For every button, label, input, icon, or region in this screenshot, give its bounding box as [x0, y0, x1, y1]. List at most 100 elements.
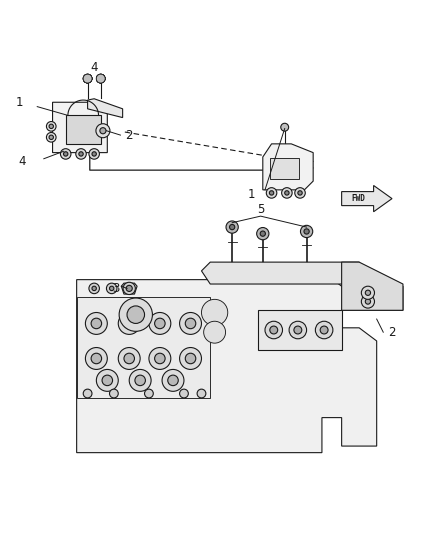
Circle shape — [282, 188, 292, 198]
Circle shape — [304, 229, 309, 234]
Circle shape — [260, 231, 265, 236]
Text: FWD: FWD — [351, 194, 365, 203]
Polygon shape — [258, 310, 342, 350]
Circle shape — [270, 326, 278, 334]
Circle shape — [226, 221, 238, 233]
Polygon shape — [77, 297, 210, 398]
Circle shape — [110, 286, 114, 290]
Circle shape — [155, 353, 165, 364]
Circle shape — [185, 353, 196, 364]
Circle shape — [168, 375, 178, 386]
Circle shape — [162, 369, 184, 391]
Text: 3: 3 — [113, 282, 120, 295]
Circle shape — [85, 312, 107, 334]
Circle shape — [124, 353, 134, 364]
Circle shape — [118, 312, 140, 334]
Circle shape — [83, 74, 92, 83]
Text: 1: 1 — [248, 188, 256, 201]
Circle shape — [99, 76, 103, 81]
Circle shape — [49, 124, 53, 128]
Circle shape — [320, 326, 328, 334]
Circle shape — [295, 188, 305, 198]
Circle shape — [91, 318, 102, 329]
Text: 2: 2 — [125, 128, 133, 142]
Circle shape — [149, 312, 171, 334]
Polygon shape — [53, 102, 107, 152]
Circle shape — [123, 282, 135, 295]
Circle shape — [119, 298, 152, 332]
Circle shape — [89, 283, 99, 294]
Circle shape — [129, 369, 151, 391]
Circle shape — [149, 348, 171, 369]
Circle shape — [110, 389, 118, 398]
Polygon shape — [66, 115, 101, 144]
Polygon shape — [77, 271, 403, 453]
Polygon shape — [270, 158, 299, 179]
Circle shape — [92, 152, 96, 156]
Circle shape — [289, 321, 307, 339]
Circle shape — [49, 135, 53, 140]
Circle shape — [89, 149, 99, 159]
Circle shape — [96, 124, 110, 138]
Circle shape — [60, 149, 71, 159]
Circle shape — [96, 74, 105, 83]
Circle shape — [96, 74, 105, 83]
Text: 4: 4 — [18, 155, 26, 168]
Circle shape — [361, 295, 374, 308]
Circle shape — [127, 306, 145, 324]
Circle shape — [197, 389, 206, 398]
Polygon shape — [263, 144, 313, 190]
Circle shape — [145, 389, 153, 398]
Circle shape — [180, 389, 188, 398]
Circle shape — [269, 191, 274, 195]
Circle shape — [230, 224, 235, 230]
Circle shape — [204, 321, 226, 343]
Circle shape — [83, 389, 92, 398]
Polygon shape — [88, 99, 123, 118]
Circle shape — [83, 74, 92, 83]
Circle shape — [281, 123, 289, 131]
Text: 2: 2 — [388, 326, 396, 338]
Circle shape — [83, 74, 92, 83]
Text: 4: 4 — [90, 61, 98, 74]
Polygon shape — [201, 262, 359, 284]
Circle shape — [96, 74, 105, 83]
Text: 5: 5 — [257, 203, 264, 216]
Circle shape — [96, 74, 105, 83]
Circle shape — [46, 122, 56, 131]
Circle shape — [83, 74, 92, 83]
Circle shape — [96, 74, 105, 83]
Circle shape — [266, 188, 277, 198]
Text: 1: 1 — [16, 96, 24, 109]
Circle shape — [180, 312, 201, 334]
Circle shape — [92, 286, 96, 290]
Circle shape — [83, 74, 92, 83]
Circle shape — [155, 318, 165, 329]
Circle shape — [365, 299, 371, 304]
Circle shape — [201, 300, 228, 326]
Circle shape — [180, 348, 201, 369]
Circle shape — [257, 228, 269, 240]
Circle shape — [315, 321, 333, 339]
Circle shape — [106, 283, 117, 294]
Circle shape — [96, 74, 105, 83]
Circle shape — [135, 375, 145, 386]
Circle shape — [76, 149, 86, 159]
Circle shape — [124, 318, 134, 329]
Circle shape — [91, 353, 102, 364]
Circle shape — [100, 128, 106, 134]
Circle shape — [79, 152, 83, 156]
Circle shape — [361, 286, 374, 300]
Circle shape — [64, 152, 68, 156]
Circle shape — [126, 285, 132, 292]
Circle shape — [85, 76, 90, 81]
Polygon shape — [121, 283, 137, 294]
Circle shape — [96, 74, 105, 83]
Circle shape — [365, 290, 371, 295]
Circle shape — [96, 369, 118, 391]
Circle shape — [83, 74, 92, 83]
Circle shape — [265, 321, 283, 339]
Circle shape — [300, 225, 313, 238]
Circle shape — [285, 191, 289, 195]
Circle shape — [294, 326, 302, 334]
